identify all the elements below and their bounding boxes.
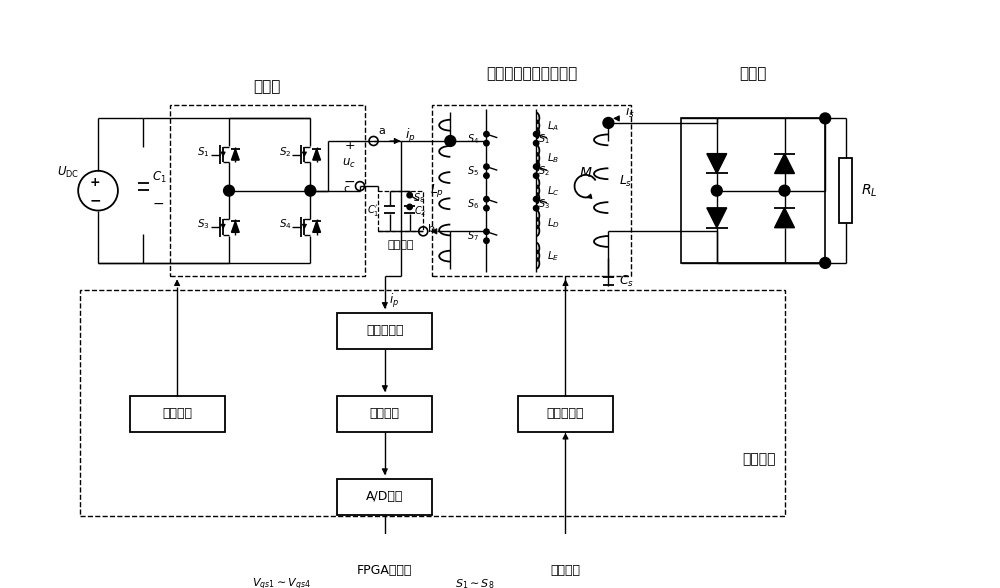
Bar <box>432 105 631 276</box>
Circle shape <box>820 258 831 268</box>
Circle shape <box>603 118 614 128</box>
Text: 驱动电路: 驱动电路 <box>162 407 192 420</box>
Circle shape <box>407 204 412 210</box>
Polygon shape <box>707 208 727 228</box>
Text: $L_C$: $L_C$ <box>547 184 560 198</box>
Text: $S_2$: $S_2$ <box>279 145 291 159</box>
Text: +: + <box>345 139 355 152</box>
Text: $L_E$: $L_E$ <box>547 249 559 263</box>
Circle shape <box>533 205 539 211</box>
Text: 逆变器: 逆变器 <box>254 79 281 94</box>
Bar <box>80 290 785 516</box>
Text: 控制电路: 控制电路 <box>742 452 775 466</box>
Text: 多发射线圈及切换开关: 多发射线圈及切换开关 <box>486 66 577 81</box>
Text: $L_A$: $L_A$ <box>547 119 559 133</box>
Text: $C_1'$: $C_1'$ <box>367 203 379 219</box>
Bar <box>337 479 432 515</box>
Text: $R_L$: $R_L$ <box>861 182 878 199</box>
Circle shape <box>533 164 539 169</box>
Circle shape <box>484 164 489 169</box>
Polygon shape <box>231 221 239 232</box>
Bar <box>681 118 825 263</box>
Bar <box>337 313 432 349</box>
Polygon shape <box>775 208 794 228</box>
Circle shape <box>533 131 539 137</box>
Text: $C_1$: $C_1$ <box>152 169 167 185</box>
Text: $S_3$: $S_3$ <box>538 197 550 211</box>
Text: $S_5$: $S_5$ <box>467 164 479 178</box>
Text: $S_7$: $S_7$ <box>467 229 479 243</box>
Polygon shape <box>775 153 794 173</box>
Text: $L_B$: $L_B$ <box>547 151 559 165</box>
Bar <box>337 396 432 432</box>
Polygon shape <box>313 149 321 160</box>
Text: A/D转换: A/D转换 <box>366 490 404 503</box>
Text: $S_2$: $S_2$ <box>538 164 550 178</box>
Bar <box>170 105 365 276</box>
Bar <box>518 396 613 432</box>
Bar <box>378 191 423 231</box>
Text: $S_1$: $S_1$ <box>538 132 550 146</box>
Text: $S_1{\sim}S_8$: $S_1{\sim}S_8$ <box>455 577 495 588</box>
Text: 补偿电容: 补偿电容 <box>387 240 414 250</box>
Text: $u_c$: $u_c$ <box>342 157 355 170</box>
Circle shape <box>533 141 539 146</box>
Text: FPGA控制器: FPGA控制器 <box>357 564 413 577</box>
Text: $L_p$: $L_p$ <box>430 182 444 199</box>
Circle shape <box>407 192 412 198</box>
Text: $S_3$: $S_3$ <box>197 217 210 231</box>
Text: 电流传感器: 电流传感器 <box>366 324 404 337</box>
Text: $C_2$: $C_2$ <box>414 204 427 218</box>
Text: $S_4$: $S_4$ <box>467 132 479 146</box>
Text: +: + <box>90 176 101 189</box>
Text: b: b <box>428 223 435 233</box>
Circle shape <box>305 185 316 196</box>
Circle shape <box>484 238 489 243</box>
Circle shape <box>484 205 489 211</box>
Text: $U_{\rm DC}$: $U_{\rm DC}$ <box>57 165 80 180</box>
Circle shape <box>224 185 234 196</box>
Text: $i_p$: $i_p$ <box>405 128 416 145</box>
Text: a: a <box>378 126 385 136</box>
Text: −: − <box>152 197 164 211</box>
Circle shape <box>484 196 489 202</box>
Circle shape <box>711 185 722 196</box>
Text: $V_{gs1}{\sim}V_{gs4}$: $V_{gs1}{\sim}V_{gs4}$ <box>252 576 310 588</box>
Circle shape <box>445 136 456 146</box>
Text: −: − <box>90 193 101 208</box>
Text: 调理电路: 调理电路 <box>370 407 400 420</box>
Text: $L_D$: $L_D$ <box>547 216 560 230</box>
Text: 继电器阵列: 继电器阵列 <box>547 407 584 420</box>
Circle shape <box>484 229 489 235</box>
Text: c: c <box>343 184 349 194</box>
Text: 整流器: 整流器 <box>739 66 767 81</box>
Circle shape <box>484 173 489 178</box>
Text: $S_4$: $S_4$ <box>279 217 291 231</box>
Circle shape <box>484 141 489 146</box>
Text: $S_8$: $S_8$ <box>413 191 425 205</box>
Text: $i_p$: $i_p$ <box>389 292 399 310</box>
Polygon shape <box>313 221 321 232</box>
Polygon shape <box>231 149 239 160</box>
Text: −: − <box>344 175 355 189</box>
Text: $M$: $M$ <box>579 166 593 179</box>
Text: 电平转换: 电平转换 <box>550 564 580 577</box>
Text: $C_s$: $C_s$ <box>619 273 634 289</box>
Text: $L_s$: $L_s$ <box>619 174 633 189</box>
Text: $S_6$: $S_6$ <box>467 197 479 211</box>
Circle shape <box>484 131 489 137</box>
Text: $S_1$: $S_1$ <box>197 145 210 159</box>
Bar <box>518 553 613 588</box>
Bar <box>337 553 432 588</box>
Circle shape <box>820 113 831 124</box>
Circle shape <box>533 173 539 178</box>
Text: $i_s$: $i_s$ <box>625 104 634 120</box>
Circle shape <box>779 185 790 196</box>
Circle shape <box>533 196 539 202</box>
Bar <box>839 158 852 223</box>
Bar <box>130 396 225 432</box>
Polygon shape <box>707 153 727 173</box>
